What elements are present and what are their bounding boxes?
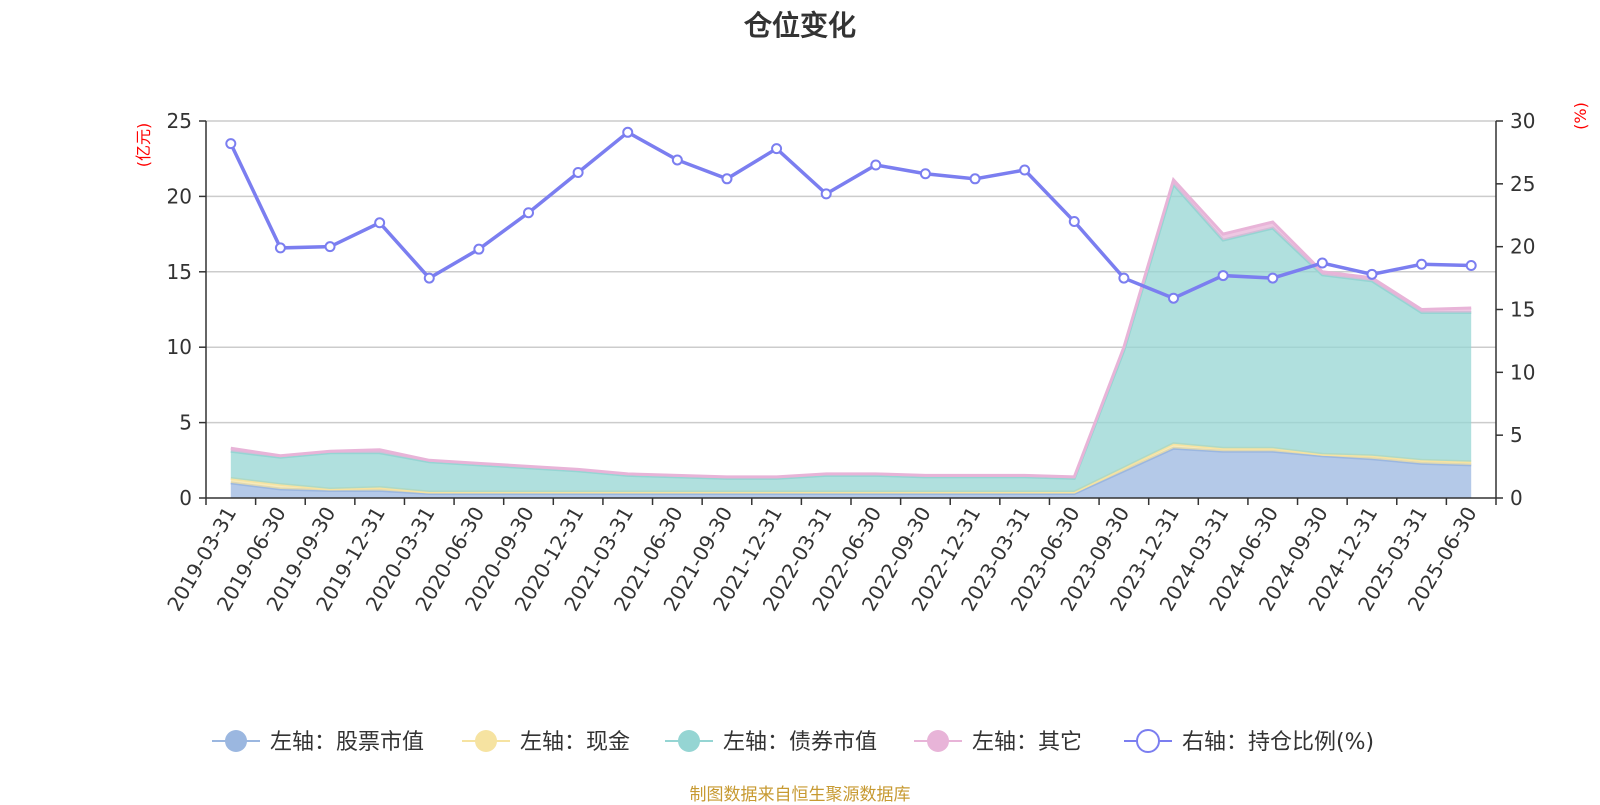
ratio-point: [671, 154, 683, 166]
ratio-point: [1267, 272, 1279, 284]
legend-marker: [927, 730, 949, 752]
ratio-point: [1416, 258, 1428, 270]
ratio-point: [1168, 292, 1179, 304]
source-note: 制图数据来自恒生聚源数据库: [689, 785, 911, 805]
ratio-point: [1118, 272, 1130, 284]
line-layer: [225, 126, 1477, 304]
legend-item: 右轴：持仓比例(%): [1124, 729, 1374, 755]
right-tick-label: 20: [1510, 235, 1535, 259]
ratio-point: [1019, 164, 1031, 176]
ratio-point: [374, 217, 386, 229]
legend-marker: [475, 730, 497, 752]
right-tick-label: 0: [1510, 486, 1523, 510]
ratio-point: [622, 126, 634, 138]
chart-title: 仓位变化: [743, 9, 856, 42]
legend-label: 左轴：其它: [972, 730, 1082, 755]
ratio-point: [919, 168, 931, 180]
ratio-point: [523, 207, 534, 219]
legend-marker: [1136, 729, 1160, 753]
left-tick-label: 5: [179, 411, 192, 435]
legend: 左轴：股票市值 左轴：现金 左轴：债券市值 左轴：其它 右轴：持仓比例(%): [212, 729, 1374, 755]
left-axis-unit: (亿元): [134, 123, 153, 168]
right-tick-label: 25: [1510, 172, 1535, 196]
left-tick-label: 20: [167, 184, 192, 208]
ratio-line: [229, 130, 1472, 301]
ratio-point: [1316, 257, 1328, 269]
legend-label: 左轴：债券市值: [723, 730, 877, 755]
legend-item: 左轴：股票市值: [212, 730, 424, 755]
ratio-point: [771, 143, 783, 155]
ratio-point: [721, 173, 733, 185]
ratio-point: [820, 188, 832, 200]
right-tick-label: 15: [1510, 298, 1535, 322]
ratio-point: [324, 241, 336, 253]
left-tick-label: 25: [167, 109, 192, 133]
ratio-point: [1366, 268, 1378, 280]
ratio-point: [225, 138, 237, 150]
legend-marker: [678, 730, 700, 752]
ratio-point: [423, 272, 435, 284]
ratio-point: [969, 173, 981, 185]
legend-label: 左轴：现金: [520, 730, 630, 755]
legend-item: 左轴：其它: [914, 730, 1082, 755]
ratio-point: [870, 159, 882, 171]
right-axis-unit: (%): [1571, 102, 1590, 130]
ratio-point: [1068, 216, 1080, 228]
left-tick-label: 0: [179, 486, 192, 510]
right-tick-label: 30: [1510, 109, 1535, 133]
series-edge: [230, 176, 1472, 479]
series-area: [230, 184, 1472, 492]
ratio-point: [1217, 270, 1229, 282]
ratio-point: [274, 242, 286, 254]
legend-item: 左轴：现金: [462, 730, 630, 755]
right-tick-label: 10: [1510, 360, 1535, 384]
area-layer: [230, 176, 1472, 498]
left-tick-label: 15: [167, 260, 192, 284]
legend-item: 左轴：债券市值: [665, 730, 877, 755]
legend-label: 左轴：股票市值: [270, 730, 424, 755]
series-area: [230, 448, 1472, 498]
ratio-point: [572, 167, 584, 179]
right-tick-label: 5: [1510, 423, 1523, 447]
legend-marker: [225, 730, 247, 752]
ratio-point: [1465, 260, 1477, 272]
legend-label: 右轴：持仓比例(%): [1182, 730, 1374, 755]
left-tick-label: 10: [167, 335, 192, 359]
ratio-point: [473, 243, 485, 255]
